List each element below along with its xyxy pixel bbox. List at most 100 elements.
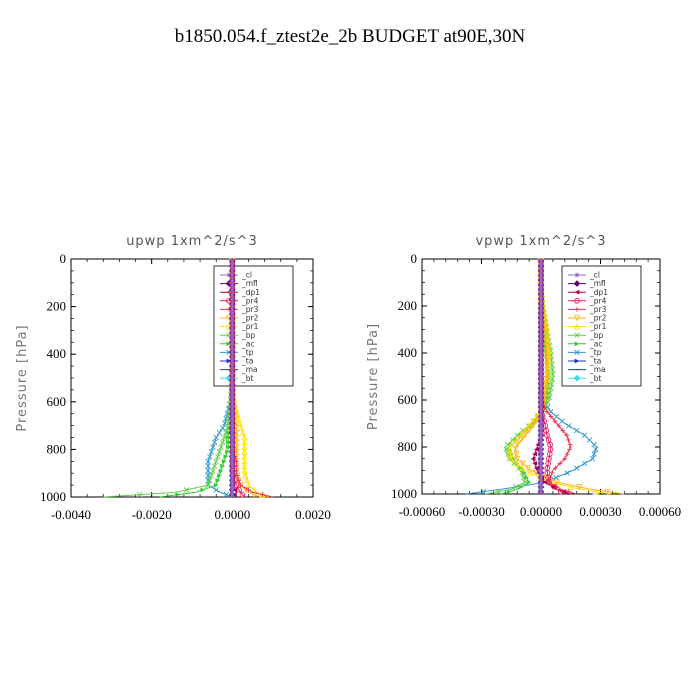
legend-swatch-marker	[573, 315, 581, 322]
legend-swatch-marker	[574, 307, 580, 312]
data-point	[508, 441, 515, 448]
data-point	[538, 315, 544, 321]
data-point	[175, 492, 181, 498]
data-point	[239, 429, 246, 436]
data-point	[538, 428, 544, 433]
data-point	[229, 487, 235, 493]
y-tick-label: 400	[47, 346, 67, 361]
legend-swatch-marker	[574, 332, 580, 338]
data-point	[573, 465, 580, 471]
data-point	[223, 491, 230, 498]
chart-panel-2: vpwp 1xm^2/s^3 Pressure [hPa] 0 200 400 600 80…	[366, 234, 681, 519]
data-point	[593, 446, 599, 453]
data-point	[564, 470, 570, 476]
data-point	[216, 430, 223, 436]
data-point	[229, 263, 235, 269]
data-point	[538, 352, 544, 358]
data-point	[504, 451, 511, 457]
legend-entry-label: _dp1	[589, 288, 608, 297]
data-point	[229, 463, 235, 469]
data-point	[210, 468, 216, 474]
data-point	[229, 320, 235, 326]
data-point	[542, 385, 550, 392]
data-point	[538, 371, 544, 377]
legend-box	[561, 265, 642, 387]
data-point	[229, 292, 235, 298]
data-point	[525, 465, 532, 472]
data-point	[519, 470, 525, 476]
data-point	[559, 418, 565, 424]
x-tick-label: 0.0020	[295, 507, 331, 522]
panel-title: upwp 1xm^2/s^3	[126, 234, 258, 249]
data-point	[211, 463, 218, 469]
data-point	[518, 437, 525, 444]
data-point	[205, 458, 211, 465]
data-point	[260, 492, 265, 498]
legend-entry-label: _ac	[241, 339, 254, 348]
data-point	[205, 468, 211, 474]
data-point	[548, 414, 554, 419]
data-point	[229, 273, 235, 279]
data-point	[550, 484, 556, 490]
legend-entry-label: _bp	[241, 331, 256, 340]
legend-entry-label: _pr1	[241, 322, 259, 331]
data-point	[207, 477, 213, 484]
x-tick-label: -0.00030	[458, 504, 505, 519]
data-point	[576, 484, 583, 491]
legend-entry-label: _tp	[589, 348, 602, 357]
data-point	[236, 419, 243, 427]
series-line	[103, 259, 233, 498]
data-point	[229, 406, 235, 412]
data-point	[557, 461, 563, 466]
data-point	[229, 330, 235, 336]
data-point	[553, 413, 560, 420]
data-point	[543, 376, 550, 383]
x-tick-label: 0.0000	[214, 507, 250, 522]
data-point	[538, 258, 544, 264]
x-tick-label: 0.00000	[520, 504, 562, 519]
data-point	[229, 435, 235, 440]
legend-swatch-marker	[574, 297, 580, 304]
data-point	[221, 458, 227, 464]
data-point	[543, 380, 550, 387]
y-tick-label: 0	[60, 251, 67, 266]
data-point	[581, 432, 588, 438]
data-point	[229, 368, 235, 374]
x-tick-label: 0.00060	[639, 504, 681, 519]
legend-entry-label: _ma	[589, 365, 606, 374]
data-point	[548, 409, 554, 415]
data-point	[542, 333, 549, 340]
data-point	[538, 390, 544, 396]
data-point	[229, 420, 235, 426]
data-point	[538, 437, 544, 443]
legend-entry-label: _ta	[589, 357, 601, 366]
data-point	[530, 456, 536, 462]
data-point	[229, 344, 235, 350]
data-point	[211, 439, 218, 445]
data-point	[208, 449, 215, 455]
data-point	[533, 418, 540, 425]
data-point	[538, 404, 544, 410]
data-point	[527, 469, 534, 476]
data-point	[513, 451, 520, 458]
x-tick-label: -0.0040	[51, 507, 91, 522]
data-point	[205, 477, 211, 484]
data-point	[506, 489, 512, 495]
legend-entry-label: _pr4	[589, 296, 607, 305]
legend-entry-label: _ta	[241, 357, 253, 366]
data-point	[207, 453, 213, 460]
data-point	[524, 475, 530, 480]
y-tick-label: 1000	[391, 486, 417, 501]
data-point	[538, 367, 544, 372]
data-point	[518, 484, 524, 490]
data-point	[538, 263, 544, 269]
data-point	[561, 489, 567, 495]
legend-entry-label: _pr1	[589, 322, 607, 331]
data-point	[514, 455, 521, 463]
legend-entry-label: _pr3	[241, 305, 259, 314]
data-point	[218, 468, 224, 474]
data-point	[538, 432, 544, 438]
data-point	[549, 366, 556, 373]
data-point	[213, 458, 219, 465]
